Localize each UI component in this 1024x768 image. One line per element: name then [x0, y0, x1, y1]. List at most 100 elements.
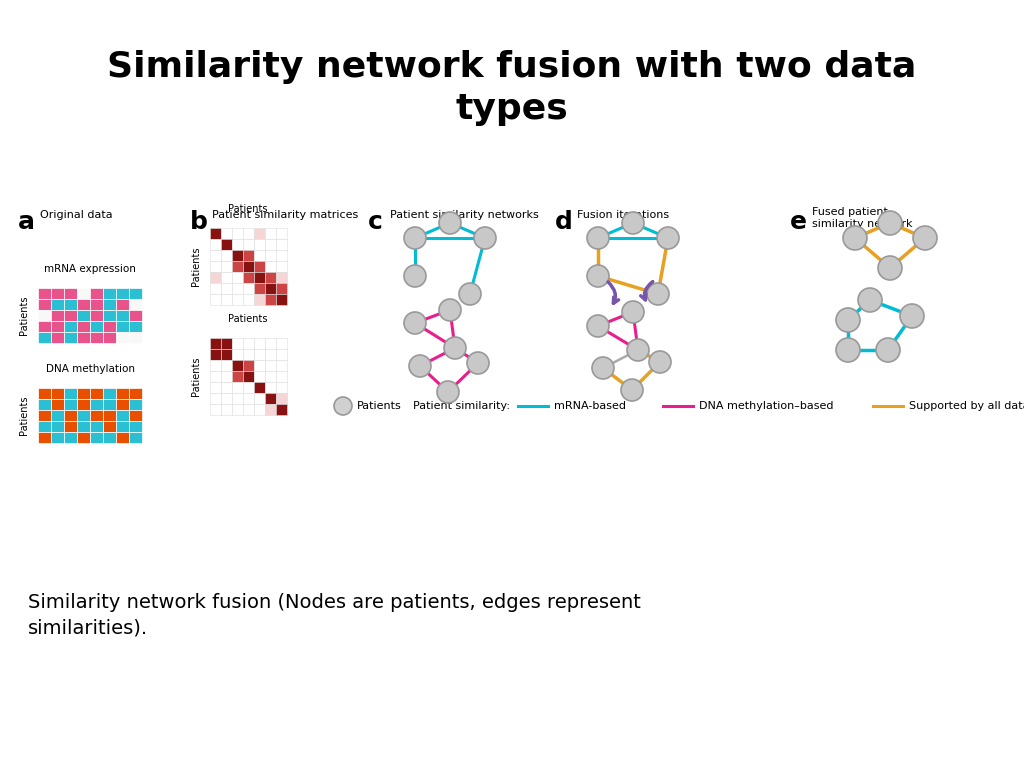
Bar — [116, 310, 129, 321]
Bar — [265, 283, 276, 294]
Bar — [116, 299, 129, 310]
Text: a: a — [18, 210, 35, 234]
Bar — [90, 399, 103, 410]
Text: Patients: Patients — [357, 401, 401, 411]
Bar — [243, 404, 254, 415]
Bar — [90, 310, 103, 321]
Bar — [221, 250, 232, 261]
Bar — [232, 349, 243, 360]
Bar — [243, 294, 254, 305]
Text: c: c — [368, 210, 383, 234]
Bar — [77, 332, 90, 343]
Bar — [77, 299, 90, 310]
Bar — [243, 360, 254, 371]
Bar — [103, 410, 116, 421]
Bar — [276, 294, 287, 305]
Bar — [265, 338, 276, 349]
Bar — [103, 332, 116, 343]
Bar — [265, 272, 276, 283]
Circle shape — [622, 212, 644, 234]
Bar — [254, 349, 265, 360]
Circle shape — [444, 337, 466, 359]
Text: d: d — [555, 210, 572, 234]
Text: Patients: Patients — [19, 396, 29, 435]
Circle shape — [404, 265, 426, 287]
Bar — [221, 228, 232, 239]
Text: Similarity network fusion (Nodes are patients, edges represent
similarities).: Similarity network fusion (Nodes are pat… — [28, 593, 641, 637]
Bar — [210, 404, 221, 415]
Text: e: e — [790, 210, 807, 234]
Circle shape — [878, 211, 902, 235]
Text: Patient similarity:: Patient similarity: — [413, 401, 510, 411]
Bar — [254, 371, 265, 382]
Bar — [254, 360, 265, 371]
Bar — [129, 421, 142, 432]
Text: Supported by all data: Supported by all data — [909, 401, 1024, 411]
Bar — [51, 421, 63, 432]
Bar — [276, 382, 287, 393]
Bar — [221, 294, 232, 305]
Circle shape — [627, 339, 649, 361]
Bar — [265, 261, 276, 272]
Bar — [103, 421, 116, 432]
Bar — [243, 272, 254, 283]
Bar — [63, 310, 77, 321]
Bar — [116, 388, 129, 399]
Bar — [116, 332, 129, 343]
Bar — [90, 332, 103, 343]
Text: Fusion iterations: Fusion iterations — [577, 210, 669, 220]
Bar — [276, 283, 287, 294]
Bar — [51, 321, 63, 332]
Bar — [265, 371, 276, 382]
Bar — [129, 310, 142, 321]
Text: DNA methylation–based: DNA methylation–based — [699, 401, 834, 411]
Circle shape — [836, 338, 860, 362]
Bar — [232, 338, 243, 349]
Text: Patients: Patients — [228, 314, 267, 324]
Bar — [90, 299, 103, 310]
Text: DNA methylation: DNA methylation — [45, 364, 134, 374]
Bar — [38, 432, 51, 443]
Text: Patients: Patients — [19, 296, 29, 336]
Bar — [210, 382, 221, 393]
Bar — [254, 283, 265, 294]
Circle shape — [843, 226, 867, 250]
Bar — [90, 410, 103, 421]
Circle shape — [913, 226, 937, 250]
Bar — [232, 261, 243, 272]
Bar — [38, 399, 51, 410]
Bar — [265, 239, 276, 250]
Bar — [63, 388, 77, 399]
Circle shape — [836, 308, 860, 332]
Bar — [276, 349, 287, 360]
Circle shape — [409, 355, 431, 377]
Bar — [243, 250, 254, 261]
Circle shape — [437, 381, 459, 403]
Text: Fused patient
similarity network: Fused patient similarity network — [812, 207, 912, 229]
Bar — [243, 261, 254, 272]
Bar — [232, 239, 243, 250]
Text: Patients: Patients — [191, 247, 201, 286]
Circle shape — [878, 256, 902, 280]
Bar — [210, 360, 221, 371]
Bar — [243, 338, 254, 349]
Bar — [51, 299, 63, 310]
Bar — [254, 338, 265, 349]
Bar — [243, 349, 254, 360]
Bar — [90, 321, 103, 332]
Bar — [254, 404, 265, 415]
Bar — [129, 299, 142, 310]
Bar — [116, 421, 129, 432]
Bar — [38, 299, 51, 310]
Bar — [243, 393, 254, 404]
Bar — [265, 382, 276, 393]
Bar — [254, 228, 265, 239]
Bar — [265, 349, 276, 360]
Text: Similarity network fusion with two data
types: Similarity network fusion with two data … — [108, 50, 916, 126]
Bar — [210, 349, 221, 360]
Bar — [38, 288, 51, 299]
Bar — [38, 421, 51, 432]
Bar — [103, 388, 116, 399]
Bar — [221, 393, 232, 404]
Bar — [210, 371, 221, 382]
